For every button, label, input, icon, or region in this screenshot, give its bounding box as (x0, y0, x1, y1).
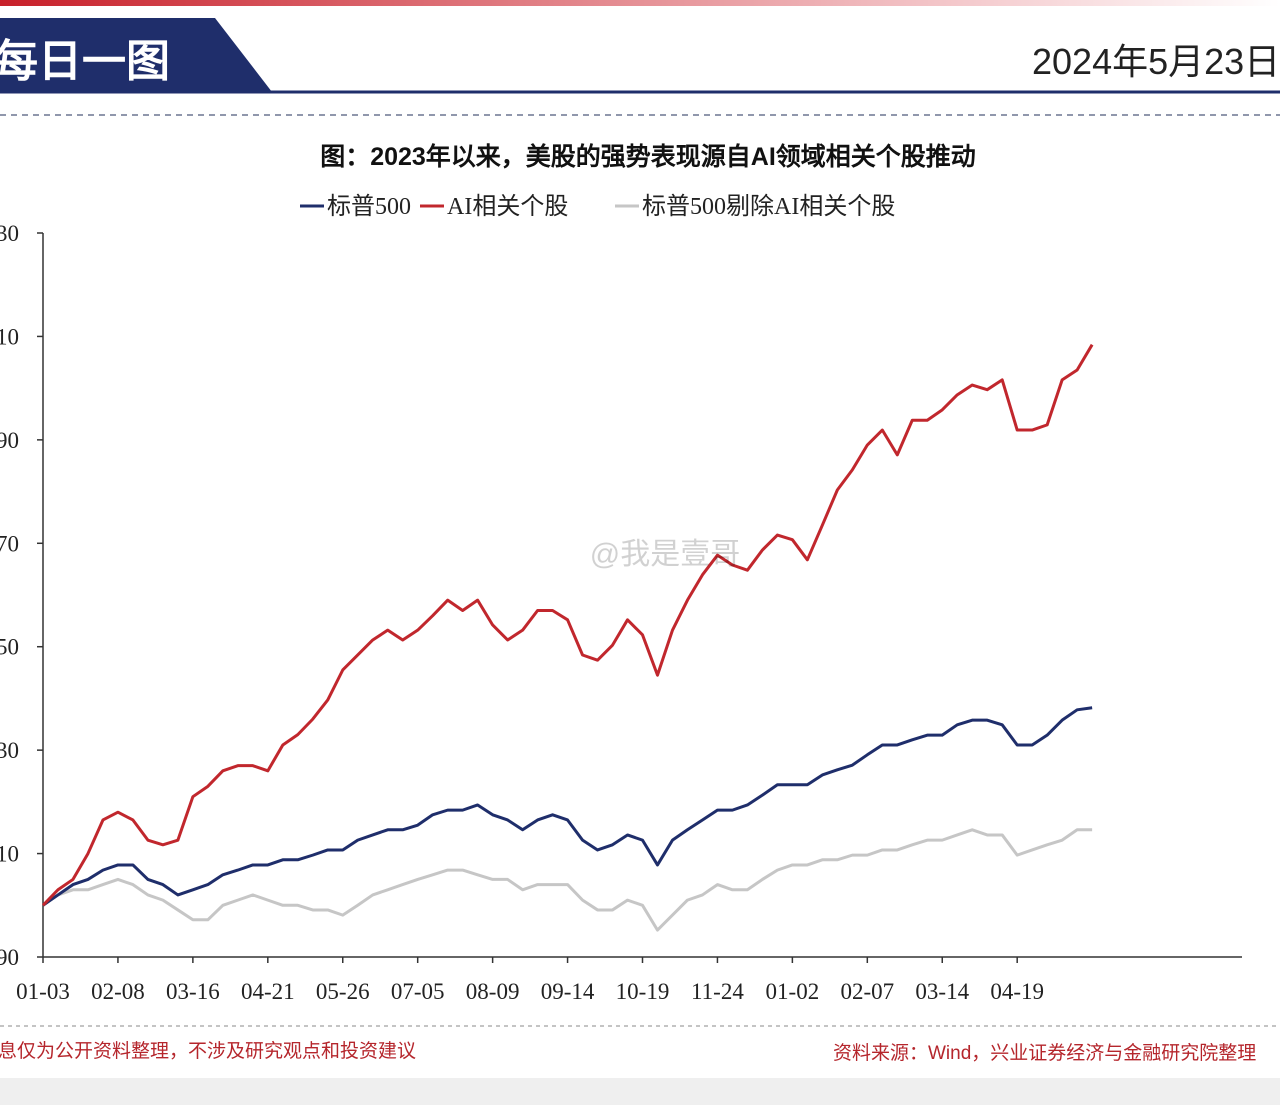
x-tick-label: 03-14 (915, 979, 969, 1004)
x-tick-label: 08-09 (466, 979, 520, 1004)
x-tick-label: 02-08 (91, 979, 145, 1004)
x-tick-label: 05-26 (316, 979, 370, 1004)
watermark: @我是壹哥 (590, 538, 740, 571)
legend-label: 标普500剔除AI相关个股 (642, 193, 895, 220)
x-tick-label: 04-19 (990, 979, 1044, 1004)
series-line (41, 343, 1094, 907)
chart-title: 图：2023年以来，美股的强势表现源自AI领域相关个股推动 (320, 142, 976, 171)
plot: 90 10 30 50 70 90 10 30 01-03 02-08 03-16 04-21 05-2… (0, 221, 1242, 1004)
y-tick-label: 90 (0, 428, 19, 453)
legend-label: AI相关个股 (447, 193, 568, 220)
x-tick-label: 07-05 (391, 979, 445, 1004)
header-banner (0, 18, 272, 92)
y-tick-label: 30 (0, 738, 19, 763)
y-tick-label: 50 (0, 635, 19, 660)
x-tick-label: 09-14 (541, 979, 595, 1004)
x-tick-label: 03-16 (166, 979, 220, 1004)
y-tick-label: 10 (0, 842, 19, 867)
series-line (42, 828, 1093, 932)
top-bar (0, 0, 1280, 6)
header-title: 每日一图 (0, 37, 170, 86)
x-tick-label: 01-03 (16, 979, 70, 1004)
bottom-strip (0, 1078, 1280, 1105)
footer-source: 资料来源：Wind，兴业证券经济与金融研究院整理 (833, 1042, 1256, 1064)
x-tick-label: 01-02 (766, 979, 820, 1004)
x-tick-label: 02-07 (840, 979, 894, 1004)
x-tick-label: 10-19 (616, 979, 670, 1004)
y-tick-label: 70 (0, 531, 19, 556)
y-tick-label: 10 (0, 324, 19, 349)
header-date: 2024年5月23日 (1032, 41, 1280, 82)
y-tick-label: 90 (0, 945, 19, 970)
y-tick-label: 30 (0, 221, 19, 246)
legend: 标普500 AI相关个股 标普500剔除AI相关个股 (300, 193, 895, 220)
legend-label: 标普500 (327, 193, 411, 220)
footer-disclaimer: 息仅为公开资料整理，不涉及研究观点和投资建议 (0, 1040, 416, 1062)
x-tick-label: 04-21 (241, 979, 295, 1004)
x-tick-label: 11-24 (691, 979, 744, 1004)
series-line (42, 706, 1093, 907)
